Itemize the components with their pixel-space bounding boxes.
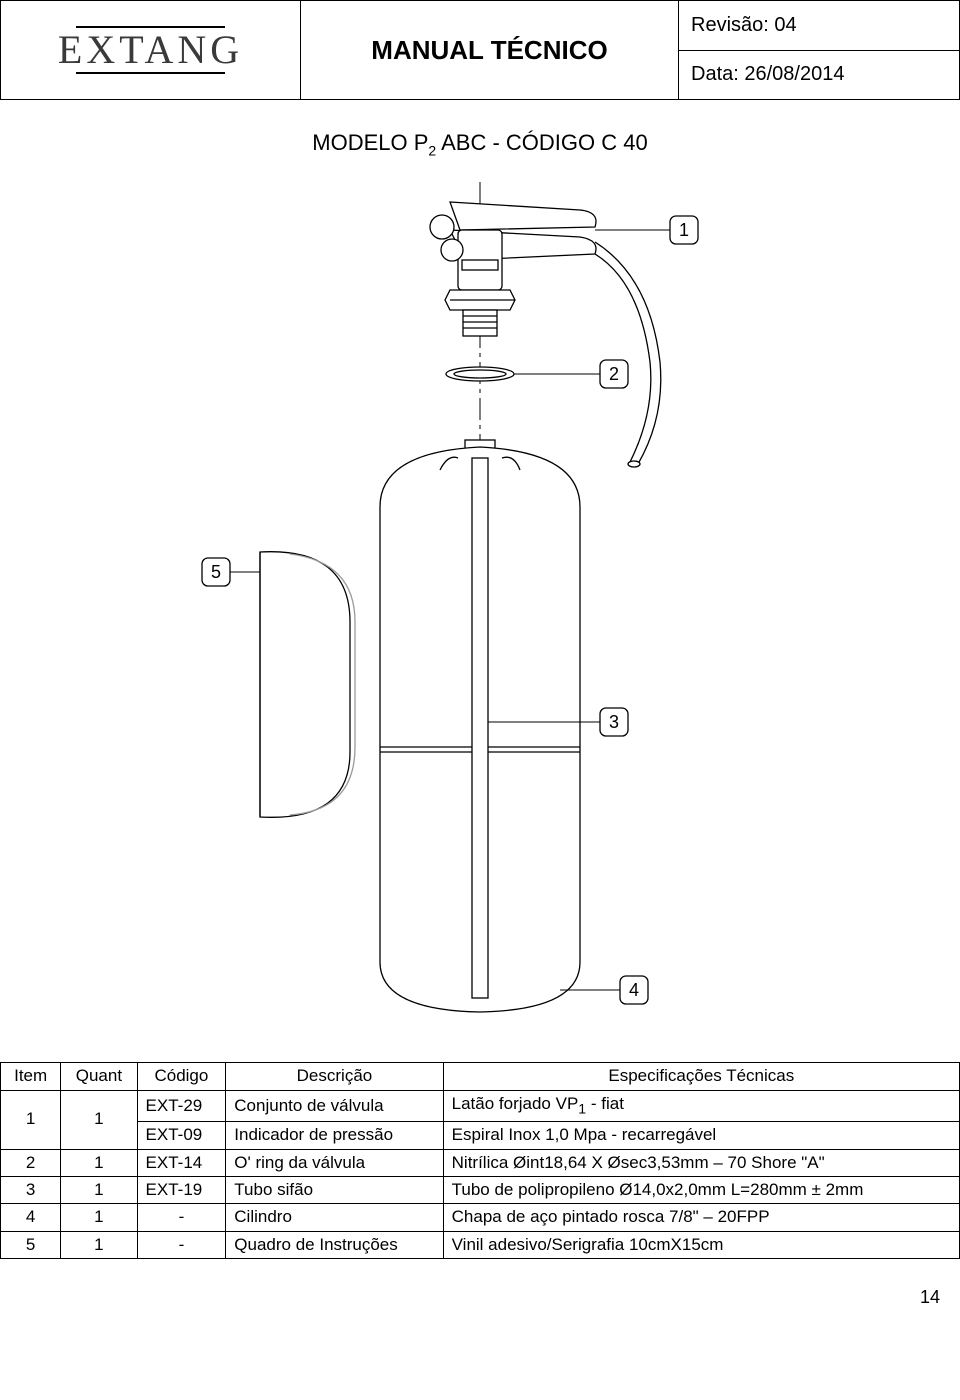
valve-assembly: [430, 202, 661, 467]
cell-codigo: -: [137, 1231, 226, 1258]
cell-desc: Tubo sifão: [226, 1176, 443, 1203]
table-header-row: Item Quant Código Descrição Especificaçõ…: [1, 1063, 960, 1090]
cell-codigo: EXT-14: [137, 1149, 226, 1176]
table-row: 1 1 EXT-29 Conjunto de válvula Latão for…: [1, 1090, 960, 1121]
callout-2: 2: [514, 360, 628, 388]
cell-desc: Indicador de pressão: [226, 1122, 443, 1149]
table-row: EXT-09 Indicador de pressão Espiral Inox…: [1, 1122, 960, 1149]
document-title: MANUAL TÉCNICO: [371, 35, 607, 66]
cell-spec: Vinil adesivo/Serigrafia 10cmX15cm: [443, 1231, 959, 1258]
date-label: Data: 26/08/2014: [679, 51, 959, 100]
callout-1: 1: [595, 216, 698, 244]
callout-4-label: 4: [629, 980, 639, 1000]
callout-5: 5: [202, 558, 260, 586]
logo-cell: EXTANG: [1, 1, 301, 99]
cell-quant: 1: [61, 1149, 137, 1176]
parts-table: Item Quant Código Descrição Especificaçõ…: [0, 1062, 960, 1259]
brand-logo: EXTANG: [58, 24, 243, 76]
cell-codigo: EXT-09: [137, 1122, 226, 1149]
cell-item: 5: [1, 1231, 61, 1258]
col-descricao: Descrição: [226, 1063, 443, 1090]
col-codigo: Código: [137, 1063, 226, 1090]
instruction-label: [260, 552, 355, 818]
cell-spec: Chapa de aço pintado rosca 7/8" – 20FPP: [443, 1204, 959, 1231]
cell-item: 2: [1, 1149, 61, 1176]
callout-1-label: 1: [679, 220, 689, 240]
cell-desc: Cilindro: [226, 1204, 443, 1231]
cell-codigo: EXT-19: [137, 1176, 226, 1203]
col-item: Item: [1, 1063, 61, 1090]
cell-desc: Conjunto de válvula: [226, 1090, 443, 1121]
cell-quant: 1: [61, 1090, 137, 1149]
cell-item: 3: [1, 1176, 61, 1203]
table-row: 2 1 EXT-14 O' ring da válvula Nitrílica …: [1, 1149, 960, 1176]
cell-desc: Quadro de Instruções: [226, 1231, 443, 1258]
model-title-rest: ABC - CÓDIGO C 40: [436, 130, 648, 155]
cell-quant: 1: [61, 1204, 137, 1231]
o-ring: [446, 367, 514, 381]
cell-quant: 1: [61, 1231, 137, 1258]
page: EXTANG MANUAL TÉCNICO Revisão: 04 Data: …: [0, 0, 960, 1308]
cell-spec: Latão forjado VP1 - fiat: [443, 1090, 959, 1121]
table-row: 5 1 - Quadro de Instruções Vinil adesivo…: [1, 1231, 960, 1258]
revision-label: Revisão: 04: [679, 1, 959, 51]
cell-quant: 1: [61, 1176, 137, 1203]
cell-item: 1: [1, 1090, 61, 1149]
cell-spec: Espiral Inox 1,0 Mpa - recarregável: [443, 1122, 959, 1149]
cell-codigo: -: [137, 1204, 226, 1231]
callout-5-label: 5: [211, 562, 221, 582]
cell-spec: Tubo de polipropileno Ø14,0x2,0mm L=280m…: [443, 1176, 959, 1203]
cell-codigo: EXT-29: [137, 1090, 226, 1121]
page-number: 14: [0, 1287, 940, 1308]
exploded-diagram: 1 2: [200, 182, 760, 1032]
col-quant: Quant: [61, 1063, 137, 1090]
model-title: MODELO P2 ABC - CÓDIGO C 40: [0, 130, 960, 158]
cylinder: [380, 440, 580, 1012]
document-title-cell: MANUAL TÉCNICO: [301, 1, 679, 99]
brand-text: EXTANG: [58, 30, 243, 70]
model-title-prefix: MODELO P: [312, 130, 428, 155]
cell-item: 4: [1, 1204, 61, 1231]
cell-spec: Nitrílica Øint18,64 X Øsec3,53mm – 70 Sh…: [443, 1149, 959, 1176]
meta-cell: Revisão: 04 Data: 26/08/2014: [679, 1, 959, 99]
col-especificacoes: Especificações Técnicas: [443, 1063, 959, 1090]
callout-3-label: 3: [609, 712, 619, 732]
callout-2-label: 2: [609, 364, 619, 384]
table-row: 3 1 EXT-19 Tubo sifão Tubo de polipropil…: [1, 1176, 960, 1203]
cell-desc: O' ring da válvula: [226, 1149, 443, 1176]
table-row: 4 1 - Cilindro Chapa de aço pintado rosc…: [1, 1204, 960, 1231]
page-header: EXTANG MANUAL TÉCNICO Revisão: 04 Data: …: [0, 0, 960, 100]
